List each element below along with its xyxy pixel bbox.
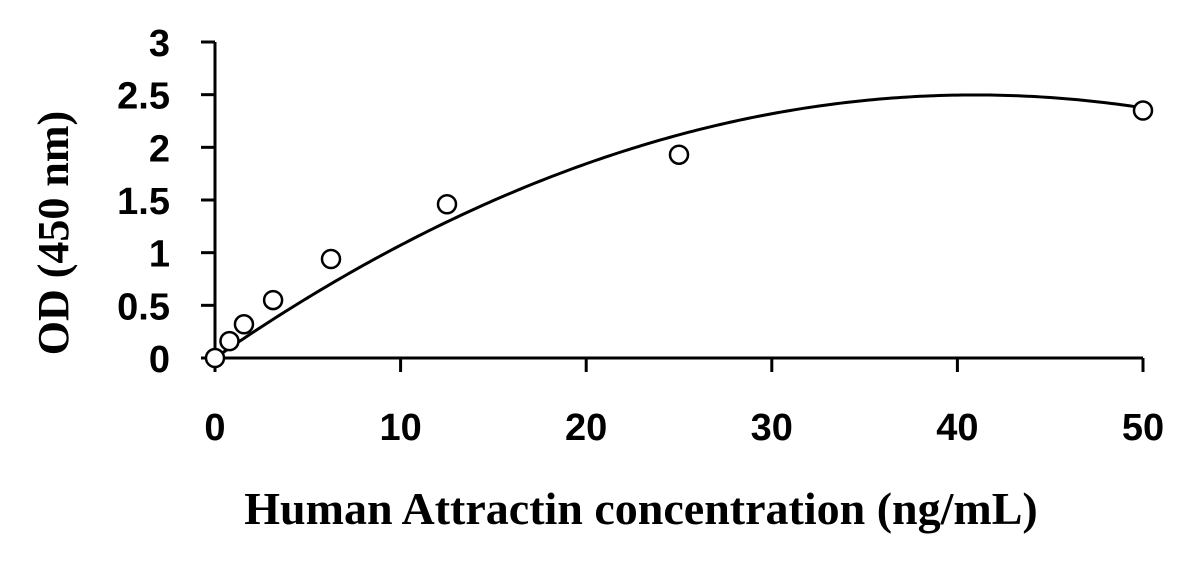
- y-axis: 0 0.5 1 1.5 2 2.5 3: [117, 23, 217, 381]
- data-point: [436, 193, 458, 215]
- y-axis-title: OD (450 nm): [29, 111, 78, 355]
- x-axis-title: Human Attractin concentration (ng/mL): [244, 483, 1037, 534]
- data-point: [219, 330, 240, 352]
- x-tick-label: 10: [379, 407, 421, 449]
- x-tick-label: 40: [936, 407, 978, 449]
- data-point: [233, 314, 255, 335]
- data-point: [320, 248, 342, 270]
- y-tick-label: 2: [149, 128, 170, 170]
- data-point: [204, 347, 226, 369]
- y-tick-label: 0: [149, 339, 170, 381]
- x-tick-label: 20: [565, 407, 607, 449]
- fit-layer: [214, 93, 1144, 360]
- x-tick-label: 30: [751, 407, 793, 449]
- y-tick-label: 3: [149, 23, 170, 65]
- fit-curve: [214, 93, 1144, 360]
- data-point: [668, 144, 690, 165]
- x-tick-label: 50: [1122, 407, 1164, 449]
- y-tick-label: 1.5: [117, 181, 170, 223]
- y-tick-label: 2.5: [117, 76, 170, 118]
- data-point: [1132, 100, 1154, 121]
- data-points: [204, 100, 1154, 369]
- x-axis: 0 10 20 30 40 50: [204, 356, 1164, 449]
- data-point: [262, 289, 284, 311]
- x-tick-label: 0: [204, 407, 225, 449]
- y-tick-label: 1: [149, 234, 170, 276]
- y-tick-label: 0.5: [117, 286, 170, 328]
